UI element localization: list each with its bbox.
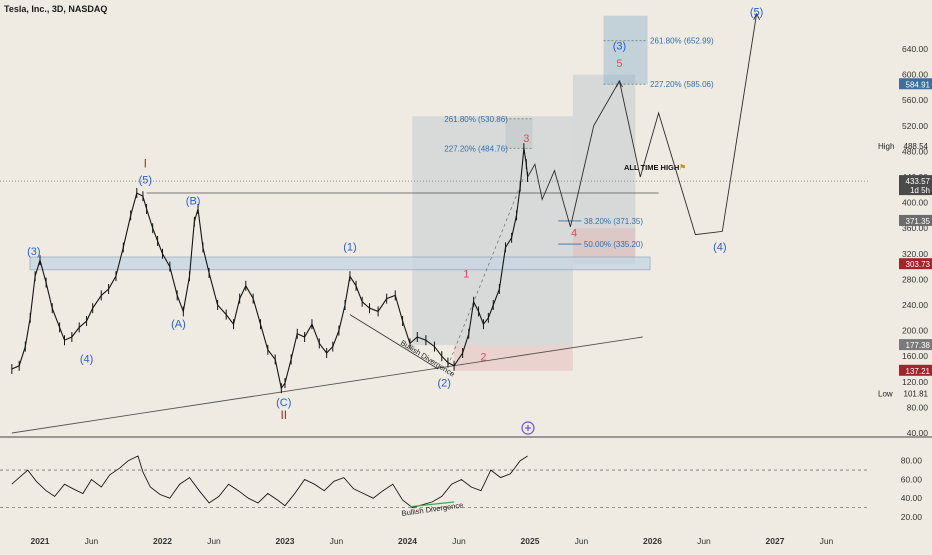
price-tick-label: 640.00 bbox=[902, 44, 928, 54]
time-tick-label: Jun bbox=[697, 536, 711, 546]
time-tick-label: 2021 bbox=[31, 536, 50, 546]
price-badge bbox=[899, 214, 932, 226]
labels-layer: 261.80% (652.99) 227.20% (585.06) 261.80% … bbox=[27, 7, 763, 422]
wave-label: (4) bbox=[713, 242, 726, 254]
price-tick-label: 360.00 bbox=[902, 223, 928, 233]
time-axis[interactable]: 2021 Jun 2022 Jun 2023 Jun 2024 Jun 2025 Jun 2026 J… bbox=[31, 536, 834, 546]
badge-caption: Low bbox=[878, 389, 893, 398]
projection-arrow-icon bbox=[616, 79, 623, 88]
rsi-axis[interactable]: 80.00 60.00 40.00 20.00 bbox=[901, 456, 923, 522]
price-tick-label: 320.00 bbox=[902, 249, 928, 259]
wave-label: (B) bbox=[186, 196, 201, 208]
price-tick-label: 40.00 bbox=[907, 428, 929, 438]
all-time-high-label: ALL TIME HIGH bbox=[624, 163, 679, 172]
time-tick-label: Jun bbox=[85, 536, 99, 546]
fib-target-box-upper bbox=[603, 15, 648, 85]
badge-value: 488.54 bbox=[904, 142, 929, 151]
badge-value: 137.21 bbox=[906, 367, 931, 376]
wave-label: 4 bbox=[571, 228, 577, 240]
fib-level-label: 50.00% (335.20) bbox=[584, 240, 643, 249]
badge-value: 101.81 bbox=[904, 389, 929, 398]
resistance-zone bbox=[29, 256, 651, 271]
price-badge bbox=[899, 364, 932, 376]
price-badge bbox=[899, 78, 932, 90]
badge-countdown: 1d 5h bbox=[910, 186, 930, 195]
fib-level-label: 227.20% (585.06) bbox=[650, 80, 714, 89]
price-tick-label: 280.00 bbox=[902, 274, 928, 284]
long-position-stop-zone bbox=[454, 345, 573, 371]
price-badge bbox=[899, 258, 932, 270]
fib-level-label: 227.20% (484.76) bbox=[444, 144, 508, 153]
price-tick-label: 480.00 bbox=[902, 146, 928, 156]
time-tick-label: Jun bbox=[575, 536, 589, 546]
fib-level-label: 38.20% (371.35) bbox=[584, 217, 643, 226]
price-tick-label: 400.00 bbox=[902, 198, 928, 208]
time-tick-label: 2022 bbox=[153, 536, 172, 546]
wave-label: (2) bbox=[438, 377, 451, 389]
badge-value: 371.35 bbox=[906, 217, 931, 226]
rsi-divergence-line bbox=[409, 501, 455, 508]
add-marker-icon[interactable] bbox=[521, 421, 535, 435]
time-tick-label: 2023 bbox=[276, 536, 295, 546]
rsi-line bbox=[11, 455, 528, 509]
time-tick-label: Jun bbox=[207, 536, 221, 546]
wave-label: 3 bbox=[523, 133, 529, 145]
projection-arrow-icon bbox=[753, 12, 761, 21]
badge-value: 303.73 bbox=[906, 260, 931, 269]
badge-caption: High bbox=[878, 142, 894, 151]
fib-level-label: 261.80% (652.99) bbox=[650, 37, 714, 46]
time-tick-label: 2024 bbox=[398, 536, 417, 546]
time-tick-label: Jun bbox=[330, 536, 344, 546]
badge-value: 177.38 bbox=[906, 341, 931, 350]
lines-layer bbox=[0, 40, 870, 434]
time-tick-label: 2027 bbox=[766, 536, 785, 546]
wave-label: (3) bbox=[613, 41, 626, 53]
wave-label: 5 bbox=[616, 58, 622, 70]
price-tick-label: 160.00 bbox=[902, 351, 928, 361]
wave-label: 1 bbox=[463, 268, 469, 280]
price-badge bbox=[899, 339, 932, 351]
price-badge bbox=[899, 175, 932, 196]
time-tick-label: 2026 bbox=[643, 536, 662, 546]
wave-dashed-line bbox=[447, 176, 525, 366]
time-tick-label: Jun bbox=[452, 536, 466, 546]
fib-target-box-lower bbox=[505, 118, 533, 149]
wave-label: (A) bbox=[171, 318, 186, 330]
price-tick-label: 600.00 bbox=[902, 70, 928, 80]
chart-title: Tesla, Inc., 3D, NASDAQ bbox=[4, 4, 107, 14]
wave-label: (1) bbox=[343, 242, 356, 254]
flag-icon: ⚑ bbox=[679, 163, 686, 172]
wave-label: (C) bbox=[276, 397, 291, 409]
rsi-tick-label: 60.00 bbox=[901, 474, 923, 484]
badge-value: 433.57 bbox=[906, 177, 931, 186]
price-tick-label: 200.00 bbox=[902, 326, 928, 336]
wave-label: (4) bbox=[80, 354, 93, 366]
time-tick-label: 2025 bbox=[521, 536, 540, 546]
wave-label: 2 bbox=[480, 352, 486, 364]
fib-level-label: 261.80% (530.86) bbox=[444, 115, 508, 124]
wave-label: (3) bbox=[27, 246, 40, 258]
wave-label: (5) bbox=[750, 7, 763, 19]
wave-label: II bbox=[280, 408, 287, 422]
rsi-tick-label: 80.00 bbox=[901, 456, 923, 466]
price-tick-label: 520.00 bbox=[902, 121, 928, 131]
rsi-tick-label: 20.00 bbox=[901, 512, 923, 522]
price-tick-label: 560.00 bbox=[902, 95, 928, 105]
wave-label: (5) bbox=[139, 174, 152, 186]
projection-path bbox=[527, 13, 758, 236]
series-layer bbox=[0, 12, 870, 509]
support-trendline bbox=[11, 336, 643, 434]
badge-value: 584.91 bbox=[906, 80, 931, 89]
time-tick-label: Jun bbox=[820, 536, 834, 546]
divergence-trendline bbox=[349, 314, 439, 370]
price-tick-label: 240.00 bbox=[902, 300, 928, 310]
wave-label: I bbox=[144, 156, 147, 170]
rsi-tick-label: 40.00 bbox=[901, 493, 923, 503]
price-tick-label: 80.00 bbox=[907, 402, 929, 412]
price-tick-label: 120.00 bbox=[902, 377, 928, 387]
